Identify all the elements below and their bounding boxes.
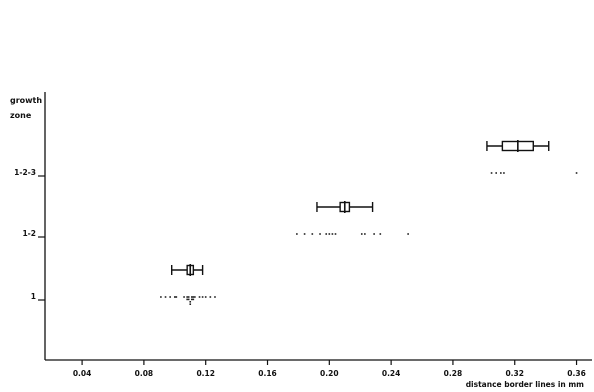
point-1-2-3-1: [495, 172, 497, 174]
x-tick-label-7: 0.32: [505, 369, 524, 378]
x-axis-label: distance border lines in mm: [466, 380, 584, 389]
point-1-12: [190, 296, 193, 298]
point-1-5: [183, 296, 185, 298]
x-tick-label-3: 0.16: [258, 369, 277, 378]
point-1-2-3-2: [500, 172, 502, 174]
box-plots: [171, 140, 550, 276]
x-tick-label-4: 0.20: [320, 369, 339, 378]
point-1-2-1: [303, 233, 306, 235]
point-1-2-3: [319, 233, 321, 235]
point-1-4: [175, 296, 178, 298]
point-1-10: [189, 301, 192, 303]
x-tick-label-0: 0.04: [73, 369, 92, 378]
point-1-8: [187, 296, 190, 298]
x-ticks: 0.04 0.08 0.12 0.16 0.20 0.24 0.28 0.32 0.36: [73, 360, 586, 378]
point-1-14: [192, 296, 195, 298]
point-1-19: [204, 296, 207, 298]
point-1-7: [186, 298, 188, 301]
point-1-16: [194, 296, 196, 298]
x-tick-label-6: 0.28: [444, 369, 463, 378]
y-axis-label-line-1: growth: [10, 96, 42, 105]
point-1-21: [214, 296, 216, 298]
point-1-1: [164, 296, 167, 298]
point-1-2-12: [407, 233, 409, 235]
point-1-2-2: [311, 233, 314, 235]
x-tick-label-1: 0.08: [135, 369, 154, 378]
point-1-15: [192, 298, 195, 301]
point-1-20: [209, 296, 212, 298]
point-1-2-5: [328, 233, 331, 235]
y-axis-label-line-2: zone: [10, 111, 32, 120]
point-1-2-0: [296, 233, 298, 235]
point-1-3: [173, 296, 176, 298]
y-tick-label-1: 1-2: [22, 229, 36, 238]
x-tick-label-2: 0.12: [196, 369, 215, 378]
point-1-2-4: [325, 233, 328, 235]
point-1-9: [187, 298, 190, 301]
point-1-18: [201, 296, 204, 298]
x-tick-label-5: 0.24: [382, 369, 401, 378]
point-1-2: [169, 296, 171, 298]
y-ticks: 1 1-2 1-2-3: [14, 168, 45, 301]
y-tick-label-0: 1: [31, 292, 36, 301]
point-1-2-3-0: [490, 172, 493, 174]
y-tick-label-2: 1-2-3: [14, 168, 36, 177]
point-1-13: [190, 298, 193, 301]
point-1-11: [189, 303, 192, 305]
point-1-2-10: [373, 233, 375, 235]
point-1-2-11: [379, 233, 382, 235]
point-1-2-9: [364, 233, 366, 235]
point-1-2-6: [331, 233, 334, 235]
observation-points: [160, 172, 578, 305]
point-1-2-8: [360, 233, 363, 235]
point-1-2-3-4: [575, 172, 578, 174]
point-1-0: [160, 296, 162, 298]
point-1-17: [198, 296, 201, 298]
point-1-2-3-3: [503, 172, 505, 174]
x-tick-label-8: 0.36: [567, 369, 586, 378]
point-1-2-7: [334, 233, 337, 235]
point-1-6: [186, 296, 188, 298]
